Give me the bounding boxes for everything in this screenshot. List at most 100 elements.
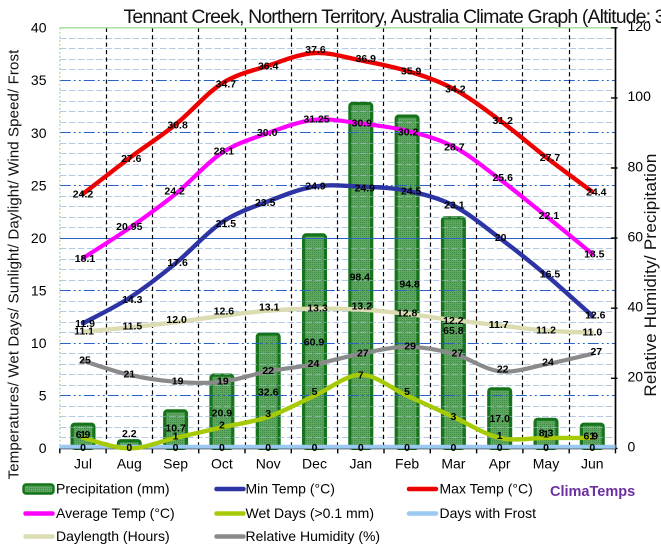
svg-text:35: 35 xyxy=(31,72,47,88)
svg-text:24: 24 xyxy=(308,358,320,370)
svg-text:11.2: 11.2 xyxy=(536,324,556,336)
svg-text:12.2: 12.2 xyxy=(443,315,464,327)
svg-text:Min Temp (°C): Min Temp (°C) xyxy=(246,481,335,497)
svg-text:Tennant Creek, Northern Territ: Tennant Creek, Northern Territory, Austr… xyxy=(124,6,661,28)
svg-text:Days with Frost: Days with Frost xyxy=(440,505,537,521)
svg-text:24.9: 24.9 xyxy=(355,182,376,194)
svg-text:12.8: 12.8 xyxy=(397,308,418,320)
svg-text:94.8: 94.8 xyxy=(399,278,420,290)
svg-text:11.1: 11.1 xyxy=(74,326,94,338)
svg-text:29: 29 xyxy=(404,340,416,352)
svg-text:Nov: Nov xyxy=(256,456,281,472)
svg-text:27: 27 xyxy=(452,347,464,359)
svg-text:20: 20 xyxy=(628,369,644,385)
svg-text:0: 0 xyxy=(497,442,503,454)
svg-text:0: 0 xyxy=(404,442,410,454)
svg-text:ClimaTemps: ClimaTemps xyxy=(550,484,635,500)
svg-text:1: 1 xyxy=(80,429,86,441)
svg-text:0: 0 xyxy=(450,442,456,454)
svg-text:2: 2 xyxy=(219,419,225,431)
svg-text:22: 22 xyxy=(262,365,274,377)
svg-text:16.5: 16.5 xyxy=(540,269,561,281)
svg-text:17.0: 17.0 xyxy=(489,413,510,425)
svg-text:40: 40 xyxy=(628,299,644,315)
svg-text:Daylength (Hours): Daylength (Hours) xyxy=(56,528,170,544)
svg-text:3: 3 xyxy=(450,411,456,423)
svg-text:34.7: 34.7 xyxy=(216,78,237,90)
svg-text:30: 30 xyxy=(31,125,47,141)
svg-text:80: 80 xyxy=(628,158,644,174)
svg-text:0: 0 xyxy=(126,442,132,454)
svg-text:Mar: Mar xyxy=(441,456,465,472)
svg-text:31.25: 31.25 xyxy=(303,114,329,126)
svg-text:100: 100 xyxy=(628,88,652,104)
svg-text:0: 0 xyxy=(543,442,549,454)
svg-text:32.6: 32.6 xyxy=(258,386,279,398)
svg-text:60: 60 xyxy=(628,228,644,244)
svg-text:34.2: 34.2 xyxy=(445,84,466,96)
svg-text:20: 20 xyxy=(495,232,507,244)
svg-text:27: 27 xyxy=(357,347,369,359)
svg-text:20: 20 xyxy=(31,230,47,246)
svg-text:24.9: 24.9 xyxy=(305,180,326,192)
svg-text:Feb: Feb xyxy=(395,456,419,472)
svg-text:6.9: 6.9 xyxy=(583,430,598,442)
svg-text:14.3: 14.3 xyxy=(122,294,143,306)
svg-text:23.1: 23.1 xyxy=(444,199,465,211)
svg-text:May: May xyxy=(533,456,559,472)
svg-text:24.5: 24.5 xyxy=(401,186,422,198)
svg-text:1: 1 xyxy=(173,430,179,442)
svg-text:0: 0 xyxy=(173,442,179,454)
svg-text:28.7: 28.7 xyxy=(444,141,465,153)
svg-text:Sep: Sep xyxy=(163,456,188,472)
svg-text:0: 0 xyxy=(219,442,225,454)
svg-text:27.6: 27.6 xyxy=(121,153,142,165)
svg-text:25: 25 xyxy=(79,354,91,366)
svg-text:1: 1 xyxy=(497,430,503,442)
svg-text:30.8: 30.8 xyxy=(167,119,188,131)
svg-text:Oct: Oct xyxy=(211,456,233,472)
svg-text:15: 15 xyxy=(31,283,47,299)
svg-text:0: 0 xyxy=(265,442,271,454)
svg-text:12.6: 12.6 xyxy=(214,306,235,318)
svg-text:27.7: 27.7 xyxy=(540,152,561,164)
svg-text:18.5: 18.5 xyxy=(584,249,605,261)
svg-text:21.5: 21.5 xyxy=(216,218,237,230)
svg-text:25.6: 25.6 xyxy=(492,172,513,184)
svg-text:5: 5 xyxy=(39,388,47,404)
svg-text:0: 0 xyxy=(358,442,364,454)
svg-text:Relative Humidity (%): Relative Humidity (%) xyxy=(246,528,381,544)
svg-text:40: 40 xyxy=(31,20,47,36)
svg-text:24: 24 xyxy=(542,357,554,369)
svg-text:35.9: 35.9 xyxy=(401,66,422,78)
svg-text:21: 21 xyxy=(123,368,135,380)
svg-text:Wet Days (>0.1 mm): Wet Days (>0.1 mm) xyxy=(246,505,375,521)
svg-text:19: 19 xyxy=(172,375,184,387)
svg-text:Relative Humidity/ Precipitati: Relative Humidity/ Precipitation xyxy=(641,153,660,396)
svg-text:20.9: 20.9 xyxy=(212,408,233,420)
svg-text:3: 3 xyxy=(265,408,271,420)
svg-text:30.2: 30.2 xyxy=(398,127,419,139)
svg-text:0: 0 xyxy=(80,442,86,454)
svg-text:Aug: Aug xyxy=(117,456,142,472)
svg-text:8.3: 8.3 xyxy=(539,427,554,439)
svg-text:11.9: 11.9 xyxy=(75,318,95,330)
svg-text:65.8: 65.8 xyxy=(443,325,464,337)
svg-text:120: 120 xyxy=(628,18,652,34)
svg-text:22: 22 xyxy=(497,364,509,376)
svg-text:28.1: 28.1 xyxy=(214,146,235,158)
svg-text:1: 1 xyxy=(543,428,549,440)
svg-text:25: 25 xyxy=(31,177,47,193)
svg-text:5: 5 xyxy=(312,386,318,398)
svg-text:30.9: 30.9 xyxy=(352,117,373,129)
svg-text:12.0: 12.0 xyxy=(166,314,187,326)
svg-text:10: 10 xyxy=(31,335,47,351)
svg-text:Apr: Apr xyxy=(489,456,511,472)
svg-text:1: 1 xyxy=(589,430,595,442)
svg-text:Max Temp (°C): Max Temp (°C) xyxy=(440,481,533,497)
svg-text:6.9: 6.9 xyxy=(76,429,91,441)
svg-text:13.1: 13.1 xyxy=(259,302,280,314)
svg-text:18.1: 18.1 xyxy=(75,253,96,265)
svg-text:13.2: 13.2 xyxy=(352,300,373,312)
svg-text:0: 0 xyxy=(589,442,595,454)
